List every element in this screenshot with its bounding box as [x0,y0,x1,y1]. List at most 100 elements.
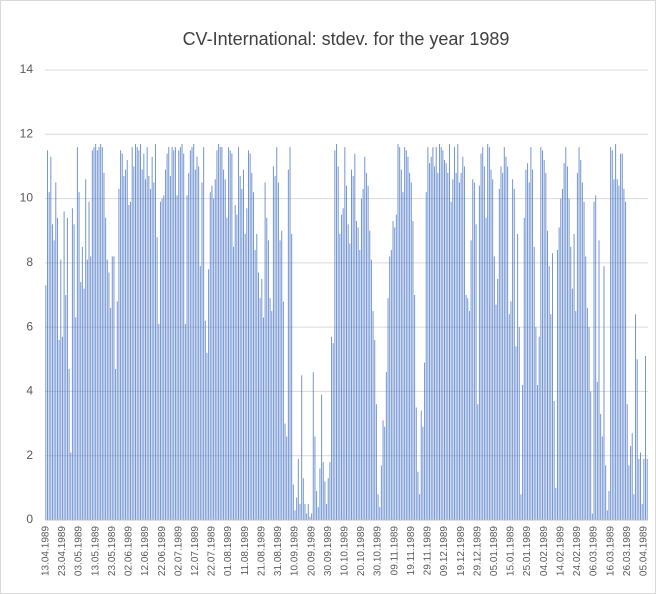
x-tick-label: 22.07.1989 [207,526,218,576]
bar [304,503,306,520]
bar [183,153,185,521]
bar [462,156,464,521]
bar [271,311,273,520]
bar [231,153,233,521]
bar [437,172,439,520]
y-tick-label: 8 [26,255,33,269]
bar [115,368,117,520]
bar [498,188,500,520]
bar [329,462,331,520]
bar [453,147,455,520]
bar [164,169,166,520]
bar [199,266,201,520]
bar [409,172,411,520]
bar [407,156,409,521]
bar [206,352,208,520]
bar [61,336,63,520]
bar [473,182,475,520]
bar [350,169,352,520]
bar [347,224,349,521]
bar [463,166,465,520]
bar [257,272,259,520]
bar [522,385,524,520]
bar [259,298,261,520]
y-tick-label: 10 [20,191,34,205]
bar [548,266,550,520]
bar [571,288,573,520]
bar [224,179,226,521]
bar [576,172,578,520]
bar [370,259,372,520]
bar [63,211,65,520]
bar [598,240,600,520]
bar [252,192,254,520]
bar [448,143,450,520]
bar [465,295,467,520]
bar [556,250,558,520]
x-tick-label: 06.03.1989 [589,526,600,576]
bar [169,176,171,521]
bar [445,163,447,520]
x-tick-label: 13.05.1989 [90,526,101,576]
bar [176,195,178,520]
bar [586,307,588,520]
bar [450,201,452,521]
bar [321,394,323,520]
chart-title: CV-International: stdev. for the year 19… [183,29,510,49]
x-tick-label: 20.10.1989 [356,526,367,576]
x-tick-label: 10.10.1989 [339,526,350,576]
bar [201,182,203,520]
bar [332,343,334,520]
bar [223,169,225,520]
bar [608,491,610,520]
bar [291,233,293,520]
bar [194,169,196,520]
bar [505,156,507,521]
bar [48,192,50,520]
bar [618,185,620,520]
bar [395,214,397,520]
bar [362,188,364,520]
bar [417,471,419,520]
bar [91,150,93,520]
bar [272,166,274,520]
bar [126,160,128,520]
bar [149,188,151,520]
bar [543,160,545,520]
bar [168,147,170,520]
bar [477,404,479,520]
bar [422,426,424,520]
bar [387,298,389,520]
bar [297,458,299,520]
bar [179,147,181,520]
bar [493,256,495,520]
bar [123,176,125,521]
bar [447,172,449,520]
bar [490,169,492,520]
bar [284,423,286,520]
bar [488,147,490,520]
bar [487,143,489,520]
bar [628,465,630,520]
bar [153,182,155,520]
x-tick-label: 03.05.1989 [74,526,85,576]
bar [563,163,565,520]
bar [570,246,572,521]
bar [337,166,339,520]
bar [404,147,406,520]
bar [590,391,592,520]
y-tick-label: 12 [20,126,34,140]
bar [296,497,298,520]
bar [555,487,557,520]
bar [322,462,324,520]
bar [214,179,216,521]
bar [533,246,535,521]
bar [178,150,180,520]
bar [301,375,303,520]
bar [101,147,103,520]
bar [331,336,333,520]
bar [236,214,238,520]
bar [90,256,92,520]
bar [384,426,386,520]
